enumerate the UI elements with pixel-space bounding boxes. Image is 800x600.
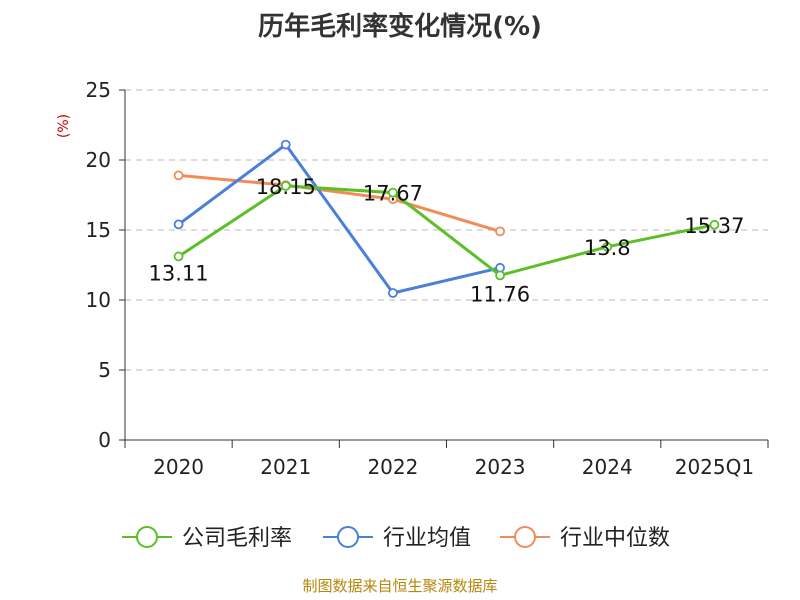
source-note: 制图数据来自恒生聚源数据库	[302, 577, 498, 595]
data-point	[388, 288, 398, 298]
data-point	[173, 170, 184, 181]
data-point	[173, 251, 184, 262]
x-tick-label: 2022	[367, 455, 418, 479]
x-tick-label: 2025Q1	[675, 455, 754, 479]
data-label: 18.15	[256, 175, 316, 199]
chart-title: 历年毛利率变化情况(%)	[258, 12, 542, 42]
legend-marker	[337, 526, 359, 548]
data-label: 11.76	[470, 282, 530, 306]
legend-marker	[136, 526, 158, 548]
data-point	[495, 270, 505, 281]
y-tick-label: 10	[86, 288, 111, 312]
data-label: 15.37	[684, 214, 744, 238]
x-tick-label: 2020	[153, 455, 204, 479]
y-tick-label: 5	[98, 358, 111, 382]
series-line	[177, 143, 501, 295]
data-point	[280, 180, 291, 191]
y-tick-label: 0	[98, 428, 111, 452]
data-label: 13.11	[149, 261, 209, 285]
y-unit-label: (%)	[56, 114, 72, 138]
legend-label: 行业中位数	[560, 526, 670, 551]
data-label: 17.67	[363, 182, 423, 206]
legend-label: 行业均值	[383, 526, 471, 551]
data-point	[280, 139, 291, 150]
x-tick-label: 2021	[260, 455, 311, 479]
data-point	[709, 219, 720, 230]
data-point	[602, 241, 613, 252]
legend-marker	[514, 526, 536, 548]
x-tick-label: 2024	[582, 455, 633, 479]
x-tick-label: 2023	[475, 455, 526, 479]
y-tick-label: 15	[86, 218, 111, 242]
series-line	[178, 173, 501, 233]
data-point	[173, 219, 184, 230]
data-point	[388, 187, 398, 198]
y-tick-label: 25	[86, 78, 111, 102]
legend-label: 公司毛利率	[182, 526, 292, 551]
series-line	[177, 184, 715, 277]
data-point	[495, 226, 505, 237]
data-label: 13.8	[584, 236, 631, 260]
y-tick-label: 20	[86, 148, 111, 172]
